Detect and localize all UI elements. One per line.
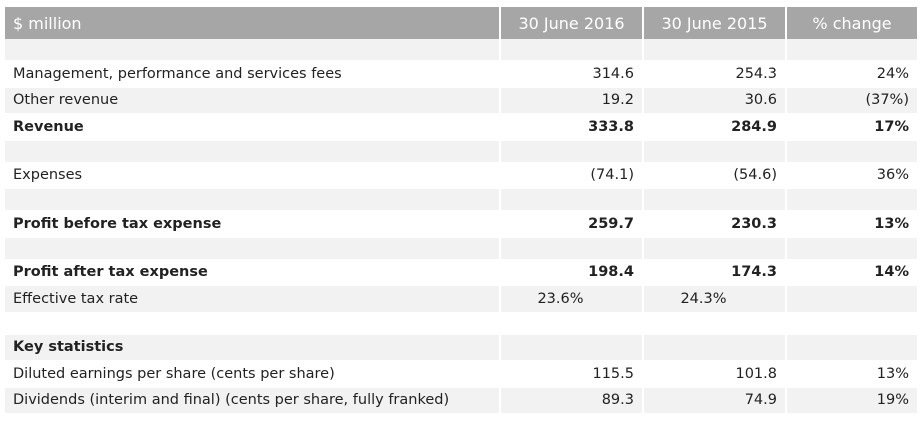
value-2015: 30.6 [644,87,787,114]
value-2015: 284.9 [644,114,787,141]
spacer-row [5,312,917,335]
value-2016: 115.5 [501,361,644,388]
header-2015-cell: 30 June 2015 [644,7,787,39]
value-change [787,286,917,313]
value-2016: 198.4 [501,259,644,286]
value-2015: 74.9 [644,387,787,414]
row-label: Revenue [5,114,501,141]
spacer-row [5,237,917,260]
value-change: (37%) [787,87,917,114]
header-change-cell: % change [787,7,917,39]
value-2016: 259.7 [501,211,644,238]
row-label: Other revenue [5,87,501,114]
header-label-cell: $ million [5,7,501,39]
table-row-expenses: Expenses (74.1) (54.6) 36% [5,162,917,189]
value-2015: 174.3 [644,259,787,286]
row-label: Profit before tax expense [5,211,501,238]
value-2016: 314.6 [501,61,644,88]
table-row-other-revenue: Other revenue 19.2 30.6 (37%) [5,87,917,114]
table-row-profit-after-tax: Profit after tax expense 198.4 174.3 14% [5,259,917,286]
spacer-row [5,189,917,211]
value-change: 24% [787,61,917,88]
value-2016: 19.2 [501,87,644,114]
value-change: 17% [787,114,917,141]
table-row-profit-before-tax: Profit before tax expense 259.7 230.3 13… [5,211,917,238]
row-label: Profit after tax expense [5,259,501,286]
row-label: Dividends (interim and final) (cents per… [5,387,501,414]
value-2015: 254.3 [644,61,787,88]
value-2015: (54.6) [644,162,787,189]
value-2016: 89.3 [501,387,644,414]
table-row-dividends: Dividends (interim and final) (cents per… [5,387,917,414]
value-change: 13% [787,361,917,388]
value-2016: (74.1) [501,162,644,189]
value-2015: 101.8 [644,361,787,388]
value-change: 14% [787,259,917,286]
value-2015: 24.3% [644,286,787,313]
table-header-row: $ million 30 June 2016 30 June 2015 % ch… [5,7,917,39]
value-change: 13% [787,211,917,238]
section-heading-key-statistics: Key statistics [5,334,917,361]
table-row-effective-tax-rate: Effective tax rate 23.6% 24.3% [5,286,917,313]
table-row-management-fees: Management, performance and services fee… [5,61,917,88]
header-2016-cell: 30 June 2016 [501,7,644,39]
financial-summary-table: $ million 30 June 2016 30 June 2015 % ch… [5,7,917,414]
row-label: Diluted earnings per share (cents per sh… [5,361,501,388]
spacer-row [5,39,917,61]
value-2016: 333.8 [501,114,644,141]
row-label: Effective tax rate [5,286,501,313]
row-label: Management, performance and services fee… [5,61,501,88]
value-2015: 230.3 [644,211,787,238]
spacer-row [5,140,917,163]
value-2016: 23.6% [501,286,644,313]
row-label: Expenses [5,162,501,189]
table-row-diluted-eps: Diluted earnings per share (cents per sh… [5,361,917,388]
table-row-revenue: Revenue 333.8 284.9 17% [5,114,917,141]
value-change: 19% [787,387,917,414]
section-heading: Key statistics [5,334,501,361]
value-change: 36% [787,162,917,189]
